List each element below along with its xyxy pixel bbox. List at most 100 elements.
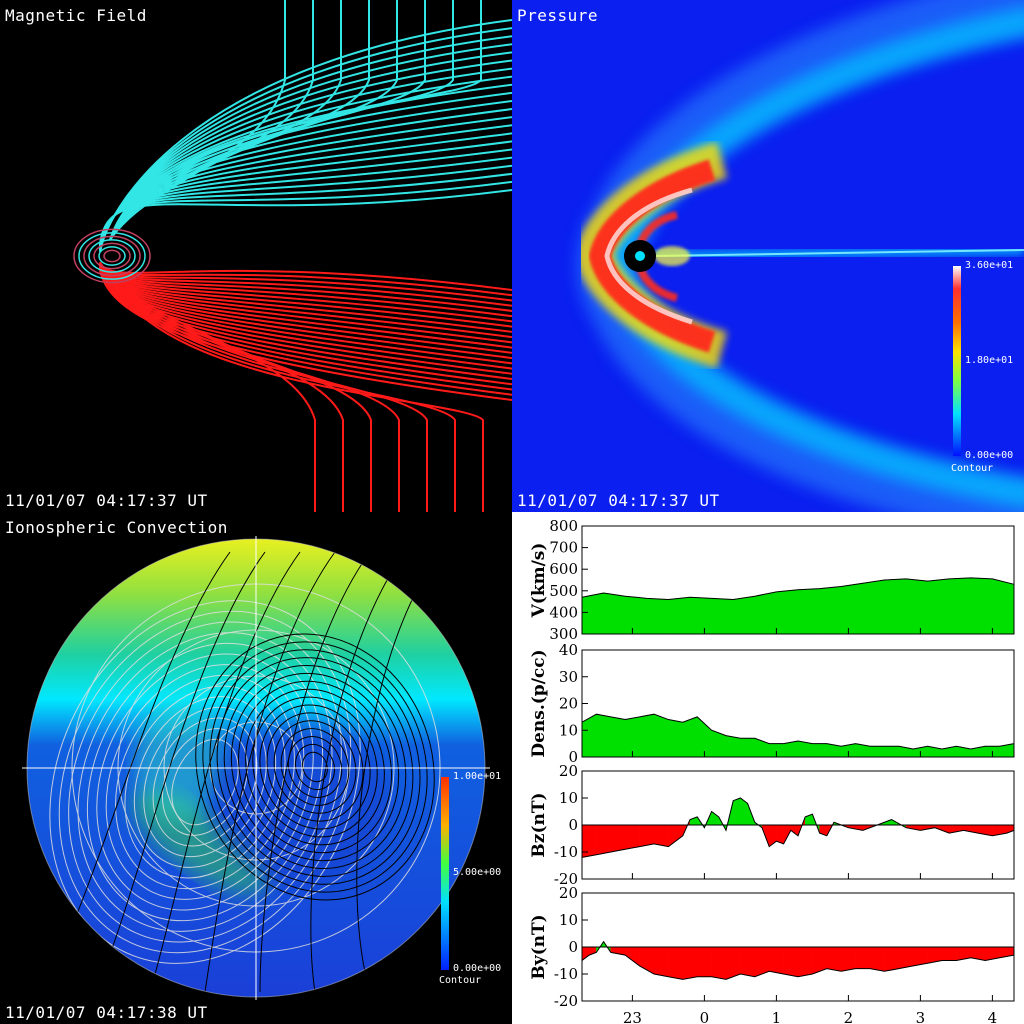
potential-contour xyxy=(259,551,371,993)
series-line xyxy=(581,940,1015,980)
potential-contour xyxy=(149,551,301,993)
y-tick-label: 20 xyxy=(559,762,578,780)
magnetic-field-title: Magnetic Field xyxy=(5,6,147,25)
potential-contour xyxy=(273,720,357,814)
area-segment xyxy=(819,586,842,635)
area-segment xyxy=(581,592,604,635)
potential-contour xyxy=(259,704,371,830)
potential-contour xyxy=(356,551,441,993)
potential-contour xyxy=(310,551,406,993)
potential-contour xyxy=(287,736,343,798)
field-line-south xyxy=(109,271,484,512)
solar-wind-charts: 800700600500400300V(km/s)403020100Dens.(… xyxy=(529,517,1015,1024)
plot-frame xyxy=(581,525,1015,635)
area-segment xyxy=(884,746,900,758)
y-axis-label: V(km/s) xyxy=(529,543,549,619)
area-segment xyxy=(610,716,626,758)
area-segment xyxy=(668,824,684,848)
potential-contour xyxy=(133,696,277,868)
area-segment xyxy=(776,589,799,635)
potential-contour xyxy=(223,665,407,869)
y-tick-label: 10 xyxy=(559,721,578,739)
area-segment xyxy=(689,597,712,635)
potential-contour xyxy=(68,621,342,943)
y-tick-label: 30 xyxy=(559,668,578,686)
area-segment xyxy=(696,946,712,977)
field-line-south xyxy=(109,271,400,512)
pressure-title: Pressure xyxy=(517,6,599,25)
x-tick-label: 4 xyxy=(988,1009,998,1024)
potential-contour xyxy=(252,696,378,838)
potential-contour xyxy=(216,657,414,877)
area-segment xyxy=(948,577,972,635)
area-segment xyxy=(826,946,842,972)
y-axis-label: By(nT) xyxy=(529,914,549,979)
field-line-south xyxy=(99,269,512,401)
area-segment xyxy=(596,713,612,758)
pressure-colorbar-max: 3.60e+01 xyxy=(965,260,1014,271)
field-line-north xyxy=(99,35,512,252)
area-segment xyxy=(941,946,957,961)
y-tick-label: 20 xyxy=(559,695,578,713)
chart-1: 40 30 20 10 0 Dens.(p/cc) xyxy=(529,641,1015,766)
x-tick-label: 1 xyxy=(772,1009,782,1024)
area-segment xyxy=(653,824,669,847)
field-line-loop xyxy=(78,232,146,280)
ionosphere-map xyxy=(22,536,490,1000)
y-tick-label: 400 xyxy=(549,603,578,621)
area-segment xyxy=(725,735,741,758)
pressure-colorbar xyxy=(953,266,961,456)
area-segment xyxy=(711,946,727,980)
field-line-north xyxy=(109,0,370,241)
potential-contour xyxy=(86,642,324,922)
area-segment xyxy=(732,797,741,826)
field-line-south xyxy=(109,271,428,512)
x-tick-label: 23 xyxy=(623,1009,642,1024)
potential-contour xyxy=(105,664,305,900)
area-segment xyxy=(797,946,813,978)
field-line-loop xyxy=(73,228,151,284)
area-segment xyxy=(754,591,777,635)
y-tick-label: -10 xyxy=(554,843,578,861)
area-segment xyxy=(596,824,612,856)
area-segment xyxy=(682,716,698,758)
y-tick-label: 600 xyxy=(549,560,578,578)
field-line-north xyxy=(99,19,512,253)
potential-contour xyxy=(49,600,361,964)
potential-contour xyxy=(77,632,333,932)
field-line-north xyxy=(109,0,398,241)
area-segment xyxy=(711,811,720,826)
area-segment xyxy=(812,743,828,758)
series-line xyxy=(581,713,1015,750)
area-segment xyxy=(855,946,871,969)
area-segment xyxy=(740,738,756,758)
pressure-colorbar-min: 0.00e+00 xyxy=(965,450,1014,461)
ionosphere-colorbar xyxy=(441,777,449,970)
area-segment xyxy=(732,595,756,635)
potential-contour xyxy=(204,551,336,993)
area-segment xyxy=(862,579,885,635)
y-tick-label: 40 xyxy=(559,641,578,659)
area-segment xyxy=(812,946,828,975)
field-line-loop xyxy=(93,242,131,270)
potential-contour xyxy=(94,551,266,993)
ionosphere-colorbar-caption: Contour xyxy=(439,975,482,986)
chart-2: 20 10 0 -10 -20 Bz(nT) xyxy=(529,762,1015,888)
area-segment xyxy=(624,824,640,850)
potential-contour xyxy=(209,649,421,885)
area-segment xyxy=(610,824,626,853)
potential-contour xyxy=(294,743,336,791)
field-line-loop xyxy=(83,235,141,277)
area-segment xyxy=(624,595,648,635)
field-line-south xyxy=(109,271,372,512)
area-segment xyxy=(711,729,727,758)
area-segment xyxy=(783,946,799,978)
field-line-south xyxy=(109,271,456,512)
series-line xyxy=(581,797,1015,858)
x-tick-label: 3 xyxy=(916,1009,926,1024)
y-tick-label: 10 xyxy=(559,789,578,807)
area-segment xyxy=(740,946,756,978)
x-tick-label: 0 xyxy=(700,1009,710,1024)
area-segment xyxy=(970,577,993,635)
potential-contour xyxy=(230,672,400,862)
